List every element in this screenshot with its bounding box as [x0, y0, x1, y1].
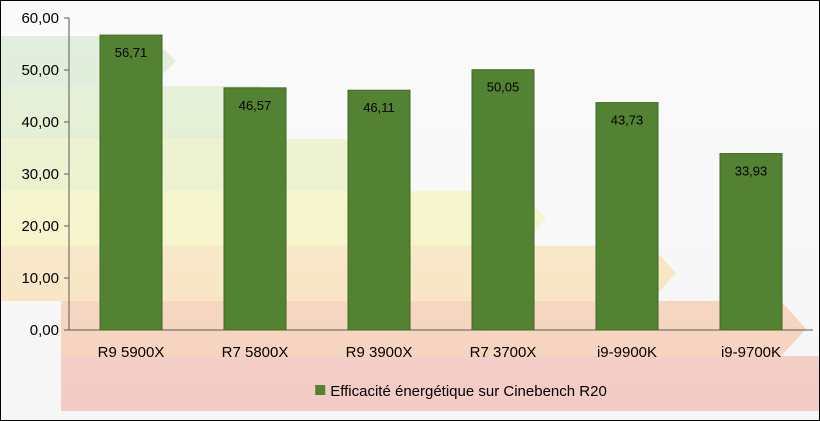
- bars: [99, 34, 783, 331]
- x-tick-label: R7 5800X: [222, 344, 289, 361]
- x-tick-label: i9-9900K: [597, 344, 657, 361]
- axes: 0,00 10,00 20,00 30,00 40,00 50,00 60,00 R9 590…: [21, 10, 813, 361]
- data-label: 46,57: [239, 98, 272, 113]
- x-tick-label: R7 3700X: [470, 344, 537, 361]
- legend-label: Efficacité énergétique sur Cinebench R20: [330, 383, 607, 400]
- y-tick-label: 50,00: [21, 62, 59, 79]
- y-tick-label: 10,00: [21, 270, 59, 287]
- bar: [471, 69, 535, 331]
- y-tick-label: 60,00: [21, 10, 59, 27]
- legend-swatch: [315, 385, 326, 395]
- data-label: 43,73: [611, 113, 644, 128]
- data-label: 33,93: [735, 164, 768, 179]
- value-labels: 56,71 46,57 46,11 50,05 43,73 33,93: [115, 45, 768, 178]
- x-tick-label: i9-9700K: [721, 344, 781, 361]
- bar: [223, 87, 287, 331]
- bar: [347, 89, 411, 331]
- bar: [719, 153, 783, 331]
- y-tick-label: 40,00: [21, 114, 59, 131]
- x-tick-label: R9 3900X: [346, 344, 413, 361]
- data-label: 50,05: [487, 80, 520, 95]
- y-tick-label: 20,00: [21, 218, 59, 235]
- x-tick-label: R9 5900X: [98, 344, 165, 361]
- data-label: 56,71: [115, 45, 148, 60]
- data-label: 46,11: [363, 100, 395, 115]
- y-tick-label: 0,00: [30, 322, 59, 339]
- bar: [99, 34, 163, 331]
- legend: Efficacité énergétique sur Cinebench R20: [315, 383, 607, 400]
- bar: [595, 102, 659, 331]
- y-tick-label: 30,00: [21, 166, 59, 183]
